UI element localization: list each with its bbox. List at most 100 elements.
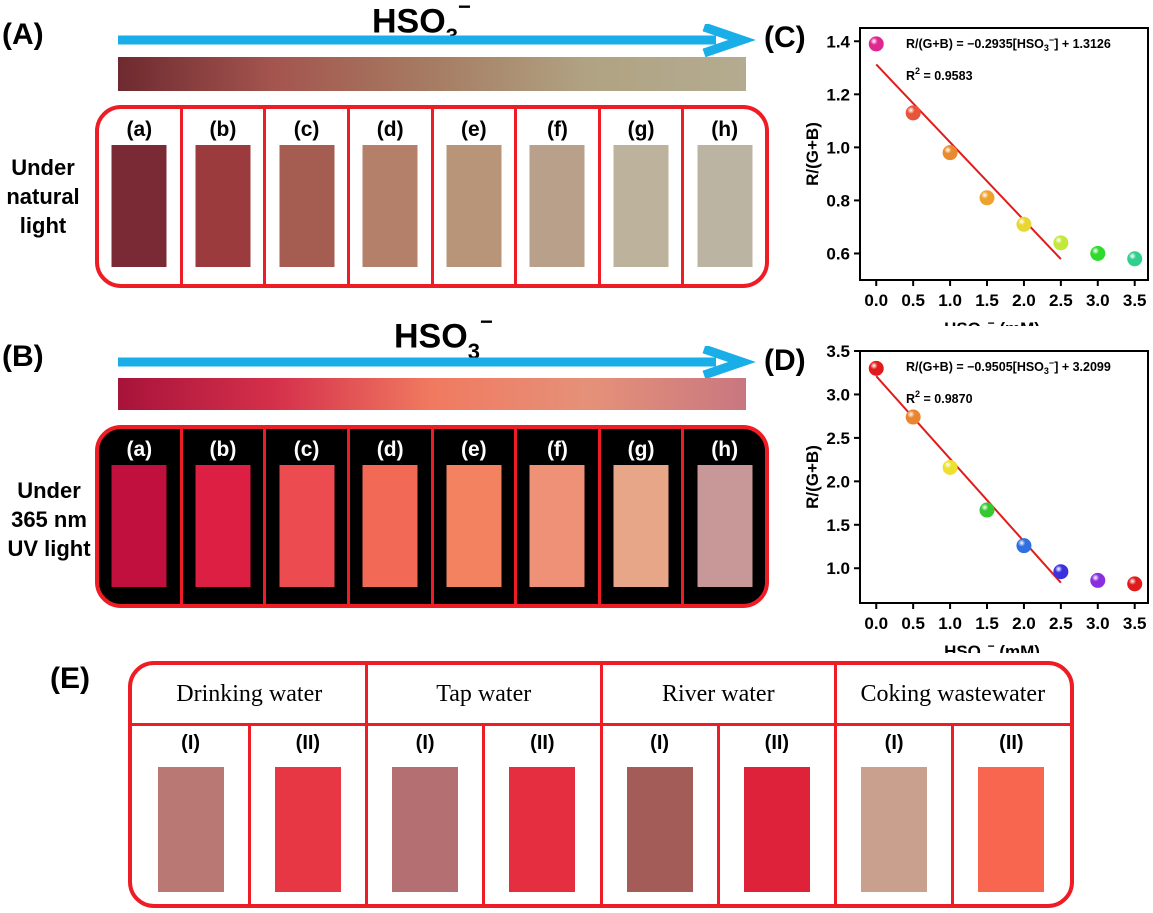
panel-e-column-divider xyxy=(247,723,251,904)
x-tick-label: 0.5 xyxy=(901,291,925,310)
r-squared-prefix: R xyxy=(906,392,915,406)
panel-b-gradient-bar xyxy=(118,378,746,410)
x-axis-label-unit: (mM) xyxy=(995,319,1040,326)
panel-a-cell-6: (g) xyxy=(601,109,685,284)
panel-a-strip-label: (b) xyxy=(209,118,237,141)
panel-a-test-strip xyxy=(279,145,335,267)
panel-e-column-divider xyxy=(716,723,720,904)
data-point xyxy=(905,409,921,425)
panel-a-test-strip xyxy=(362,145,418,267)
r-squared-sup: 2 xyxy=(915,389,920,399)
fit-equation-sup: − xyxy=(1049,35,1054,45)
fit-line xyxy=(875,375,1062,584)
x-axis-label-unit: (mM) xyxy=(995,642,1040,653)
panel-b-strip-label: (c) xyxy=(293,438,320,461)
data-point xyxy=(942,459,958,475)
panel-letter-e: (E) xyxy=(50,662,90,695)
panel-b-title: HSO3− xyxy=(394,309,493,364)
data-point xyxy=(979,190,995,206)
panel-b-strip-label: (g) xyxy=(627,438,655,461)
panel-a-strip-label: (e) xyxy=(460,118,487,141)
panel-e-column-divider xyxy=(365,665,368,904)
panel-a-test-strip xyxy=(446,145,502,267)
panel-b-strip-box: (a) (b) (c) (d) (e) (f) (g) (h) xyxy=(95,425,769,608)
panel-b-cell-3: (d) xyxy=(350,429,434,604)
chart-d: (D) 0.0 0.5 1.0 1.5 2.0 2.5 3.0 3.5 1.0 1.5 2.0 2.5 3… xyxy=(764,342,1149,653)
panel-e-table: Drinking water Tap water River water Coking… xyxy=(128,661,1074,908)
x-tick-label: 3.5 xyxy=(1123,614,1147,633)
panel-b-side-label-line-1: Under xyxy=(17,478,81,503)
y-tick-label: 1.0 xyxy=(826,559,850,578)
panel-letter-a: (A) xyxy=(2,18,44,51)
panel-e-strip-label: (I) xyxy=(181,732,201,754)
panel-e-test-strip xyxy=(978,767,1045,892)
data-point xyxy=(1127,576,1143,592)
x-axis-label-main: HSO xyxy=(944,642,981,653)
panel-e-test-strip xyxy=(861,767,928,892)
panel-e-header: Drinking water xyxy=(176,680,323,707)
panel-b-side-label-line-2: 365 nm xyxy=(11,507,87,532)
panel-b-cell-2: (c) xyxy=(266,429,350,604)
fit-line xyxy=(875,63,1062,260)
y-tick-label: 3.0 xyxy=(826,385,850,404)
plot-frame xyxy=(859,350,1149,604)
fit-equation: R/(G+B) = −0.2935[HSO3−] + 1.3126 xyxy=(906,35,1111,53)
y-tick-label: 2.0 xyxy=(826,472,850,491)
fit-equation: R/(G+B) = −0.9505[HSO3−] + 3.2099 xyxy=(906,358,1111,376)
x-axis-label-sup: − xyxy=(988,639,995,653)
data-point xyxy=(1090,572,1106,588)
panel-b-cell-5: (f) xyxy=(517,429,601,604)
panel-a-side-label: Under natural light xyxy=(0,153,86,240)
panel-a-arrow xyxy=(118,24,756,58)
panel-b-strip-label: (e) xyxy=(460,438,487,461)
panel-e-column-divider xyxy=(951,723,955,904)
r-squared-value: = 0.9583 xyxy=(920,69,973,83)
y-axis-label: R/(G+B) xyxy=(803,122,822,186)
panel-e-column-divider xyxy=(834,665,837,904)
panel-a-cell-5: (f) xyxy=(517,109,601,284)
panel-e-cell-4: (I) xyxy=(601,723,718,904)
fit-equation-sup: − xyxy=(1049,358,1054,368)
panel-a-gradient-bar xyxy=(118,57,746,91)
panel-e-cell-3: (II) xyxy=(484,723,601,904)
x-axis-label: HSO3− (mM) xyxy=(944,639,1040,653)
r-squared: R2 = 0.9870 xyxy=(906,389,973,406)
x-tick-label: 2.0 xyxy=(1012,614,1036,633)
panel-a-cell-3: (d) xyxy=(350,109,434,284)
x-tick-label: 1.5 xyxy=(975,291,999,310)
fit-equation-sub: 3 xyxy=(1044,43,1049,53)
panel-b-test-strip xyxy=(697,465,753,587)
panel-a-test-strip xyxy=(613,145,669,267)
chart-c: (C) 0.0 0.5 1.0 1.5 2.0 2.5 3.0 3.5 0.6 0.8 1.0 1.2 1… xyxy=(764,21,1149,326)
panel-a-title-sup: − xyxy=(457,0,471,19)
y-tick-label: 3.5 xyxy=(826,342,850,361)
data-point xyxy=(1127,251,1143,267)
panel-e-strip-label: (II) xyxy=(764,732,790,754)
panel-e-column-divider xyxy=(599,665,603,904)
panel-a-strip-label: (d) xyxy=(376,118,404,141)
panel-e-test-strip xyxy=(392,767,459,892)
panel-e-test-strip xyxy=(157,767,224,892)
data-point xyxy=(905,105,921,121)
y-tick-label: 1.2 xyxy=(826,85,850,104)
panel-a-strip-label: (g) xyxy=(627,118,655,141)
x-tick-label: 2.5 xyxy=(1049,614,1073,633)
x-tick-label: 0.0 xyxy=(864,291,888,310)
x-axis-label: HSO3− (mM) xyxy=(944,316,1040,326)
panel-b-side-label: Under 365 nm UV light xyxy=(0,476,98,563)
fit-equation-main: R/(G+B) = −0.2935[HSO xyxy=(906,37,1044,51)
x-axis-label-sub: 3 xyxy=(981,651,988,653)
panel-a-test-strip xyxy=(111,145,167,267)
panel-e-header: Coking wastewater xyxy=(860,680,1046,707)
panel-a-test-strip xyxy=(529,145,585,267)
x-axis-label-main: HSO xyxy=(944,319,981,326)
data-point xyxy=(1053,235,1069,251)
panel-e-test-strip xyxy=(274,767,341,892)
panel-b-test-strip xyxy=(195,465,251,587)
r-squared: R2 = 0.9583 xyxy=(906,66,973,83)
panel-e-header: River water xyxy=(661,680,775,707)
y-axis-label: R/(G+B) xyxy=(803,445,822,509)
data-point xyxy=(1090,245,1106,261)
x-tick-label: 1.0 xyxy=(938,614,962,633)
panel-b-test-strip xyxy=(446,465,502,587)
